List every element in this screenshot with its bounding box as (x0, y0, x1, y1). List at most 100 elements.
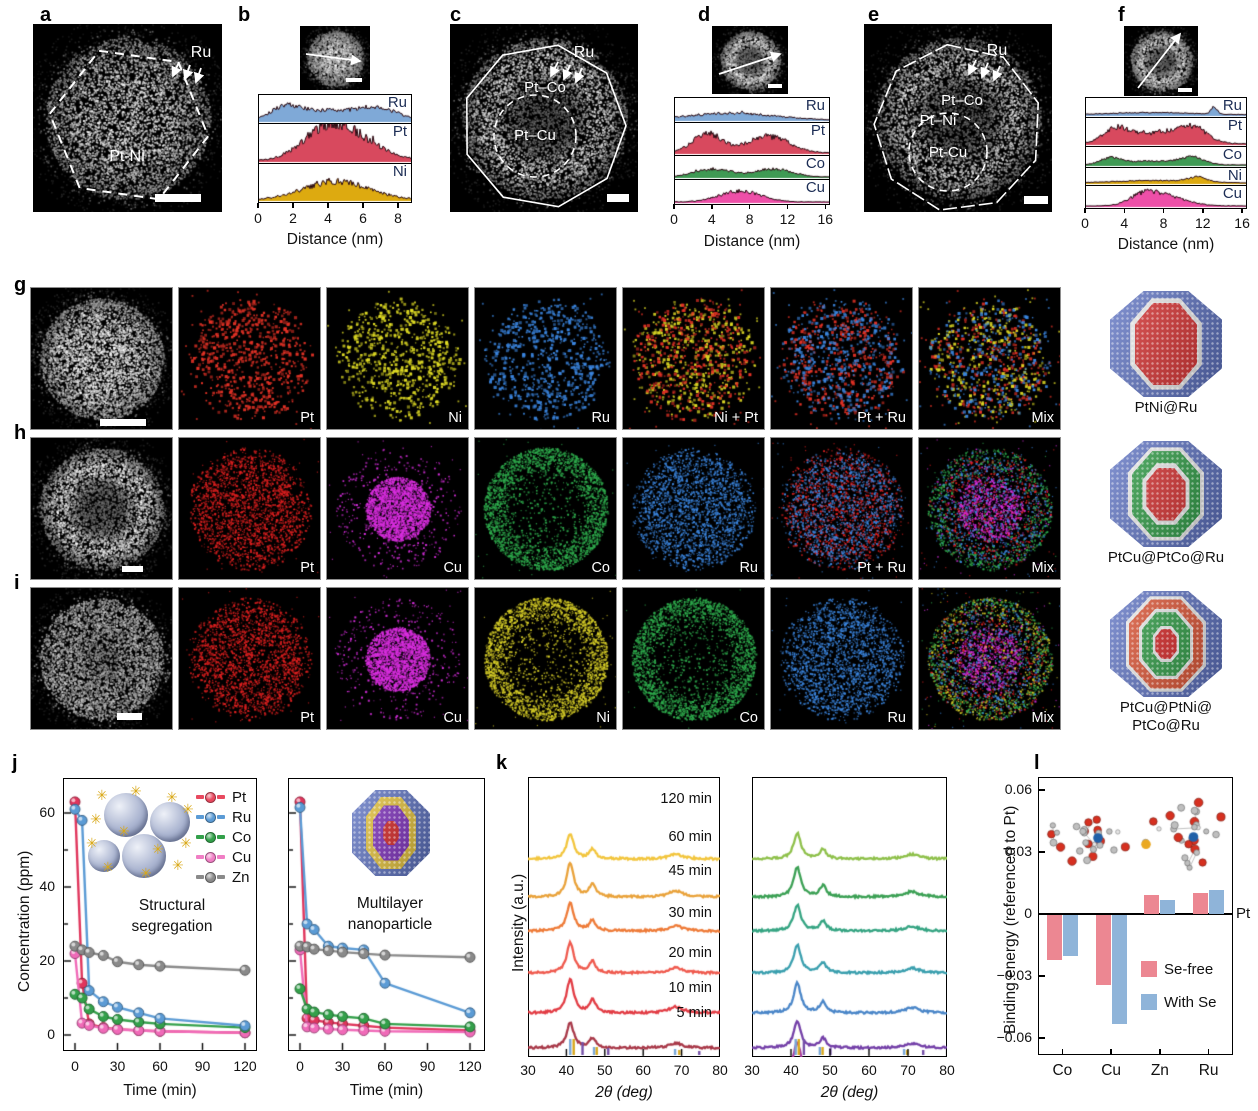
j-x-tick-number: 60 (377, 1058, 393, 1074)
l-x-tick (1159, 1049, 1161, 1055)
axis-tick-number: 16 (1234, 215, 1250, 231)
l-molecule-with-se (1138, 786, 1233, 880)
eds-map-label: Cu (443, 710, 462, 726)
eds-map-label: Mix (1031, 710, 1054, 726)
eds-map-label: Mix (1031, 560, 1054, 576)
k-time-label: 45 min (668, 863, 712, 879)
j-x-tick-number: 30 (109, 1058, 126, 1074)
eds-map-label: Co (591, 560, 610, 576)
profile-trace-f-Ni (1086, 168, 1246, 185)
nanoparticle-model-caption-i: PtCu@PtNi@ PtCo@Ru (1101, 699, 1231, 735)
l-x-tick (1110, 1049, 1112, 1055)
c-core-label: Pt–Cu (514, 127, 556, 144)
l-x-tick (1061, 1049, 1064, 1055)
j-inset-nanoparticle-sphere (104, 793, 148, 837)
eds-map-canvas (327, 438, 468, 579)
j-inset-ligand-star: ✳ (86, 835, 98, 851)
profile-box-d-Co: Co (674, 155, 830, 180)
axis-tick (786, 204, 789, 209)
eds-map-canvas (623, 438, 764, 579)
model-caption-line: PtCo@Ru (1132, 717, 1200, 734)
axis-tick-number: 12 (1195, 215, 1211, 231)
axis-tick-number: 8 (745, 211, 754, 227)
j-inset-ligand-star: ✳ (90, 811, 102, 827)
legend-marker (205, 831, 216, 843)
k-time-label: 10 min (668, 980, 712, 996)
stem-e-overlay: Pt–Co Pt–Ni Pt-Cu Ru (873, 42, 1048, 211)
stem-image-e (864, 24, 1052, 212)
l-y-tick-number: −0.03 (996, 966, 1032, 983)
panel-label-h: h (14, 422, 27, 444)
k-left-x-axis-label: 2θ (deg) (595, 1084, 653, 1101)
eds-tile-g-Ni + Pt: Ni + Pt (622, 287, 765, 430)
axis-tick (327, 203, 329, 208)
eds-tile-h-Co: Co (474, 437, 617, 580)
e-shell-label: Pt–Co (941, 92, 983, 109)
l-bar-Co-Se-free (1046, 914, 1062, 961)
profile-trace-d-Co (675, 156, 829, 179)
j-x-tick-number: 90 (419, 1058, 436, 1074)
l-bar-Zn-Se-free (1144, 895, 1160, 914)
axis-tick-number: 16 (817, 211, 834, 227)
profile-box-f-Co: Co (1085, 146, 1247, 168)
eds-map-canvas (475, 288, 616, 429)
eds-tile-i-Pt: Pt (178, 587, 321, 730)
profile-element-label: Pt (1227, 117, 1242, 134)
eds-map-canvas (771, 588, 912, 729)
l-bar-Cu-With Se (1111, 914, 1127, 1025)
j-inset-ligand-star: ✳ (118, 823, 130, 839)
legend-marker (205, 811, 216, 823)
eds-map-canvas (771, 288, 912, 429)
j-legend-item-Zn: Zn (196, 869, 250, 886)
l-legend-swatch-With Se (1141, 994, 1157, 1010)
profile-trace-d-Ru (675, 98, 829, 122)
a-core-label: Pt-Ni (109, 148, 145, 165)
profile-trace-d-Pt (675, 123, 829, 155)
model-atom-texture (1110, 591, 1222, 697)
axis-tick (673, 204, 675, 209)
profile-element-label: Ru (805, 97, 825, 114)
eds-tile-i-Mix: Mix (918, 587, 1061, 730)
profile-box-d-Pt: Pt (674, 122, 830, 156)
axis-tick-number: 8 (1159, 215, 1168, 231)
profile-box-b-Ru: Ru (258, 94, 412, 124)
eds-map-label: Pt (300, 560, 314, 576)
b-x-axis-label: Distance (nm) (286, 231, 384, 248)
eds-map-canvas (179, 588, 320, 729)
j-inset-ligand-star: ✳ (182, 801, 194, 817)
profile-element-label: Co (805, 155, 825, 172)
l-category-label: Ru (1198, 1062, 1219, 1079)
l-bar-Ru-With Se (1209, 890, 1225, 914)
axis-tick-number: 0 (1081, 215, 1089, 231)
eds-tile-g-Pt: Pt (178, 287, 321, 430)
axis-tick (362, 203, 364, 208)
stem-image-c (450, 24, 638, 212)
legend-dash (217, 795, 225, 799)
profile-element-label: Ru (387, 94, 407, 111)
profile-element-label: Pt (392, 123, 407, 140)
profile-inset-image-f (1124, 26, 1198, 96)
legend-marker (205, 791, 216, 803)
axis-tick (748, 204, 751, 209)
k-x-tick-number: 60 (635, 1062, 651, 1078)
j-inset-ligand-star: ✳ (180, 835, 192, 851)
profile-element-label: Cu (1222, 185, 1242, 202)
l-y-tick (1039, 975, 1045, 977)
l-category-label: Co (1052, 1062, 1073, 1079)
stem-image-a (33, 24, 222, 212)
k-x-tick-number: 30 (744, 1062, 760, 1078)
eds-map-label: Ru (739, 560, 758, 576)
panel-label-i: i (14, 572, 20, 594)
e-core-label: Pt-Cu (929, 144, 967, 161)
eds-map-label: Ru (887, 710, 906, 726)
legend-dash (217, 835, 225, 839)
j-x-tick-number: 120 (458, 1058, 482, 1074)
e-ru-label: Ru (987, 42, 1007, 59)
axis-tick-number: 2 (289, 210, 297, 226)
panel-label-k: k (496, 752, 508, 774)
j-x-tick-number: 0 (71, 1058, 79, 1074)
j-inset-ligand-star: ✳ (102, 859, 114, 875)
profile-element-label: Ni (392, 163, 407, 180)
k-right-plot-canvas (752, 777, 947, 1057)
j-right-x-axis-label: Time (min) (349, 1082, 424, 1099)
